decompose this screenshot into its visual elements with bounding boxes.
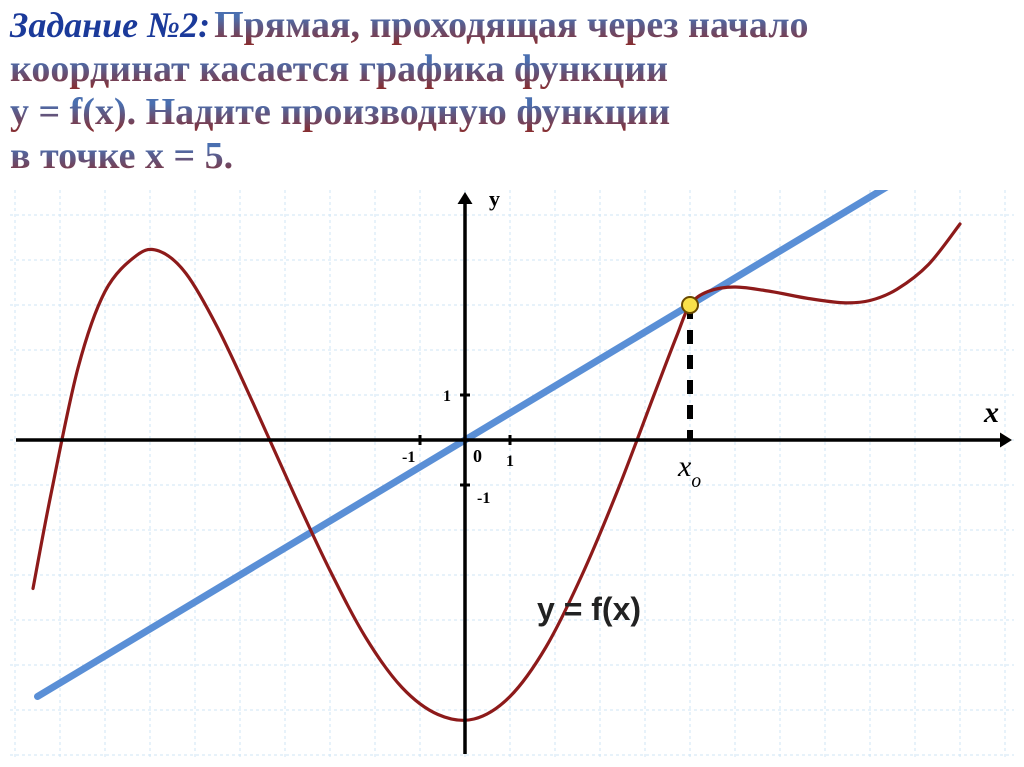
tangent-line bbox=[38, 190, 947, 697]
y-axis-label: y bbox=[489, 190, 500, 211]
svg-text:-1: -1 bbox=[402, 449, 415, 466]
origin-label: 0 bbox=[473, 446, 482, 466]
svg-text:1: 1 bbox=[506, 453, 514, 470]
x-axis-label: x bbox=[983, 396, 999, 429]
tangent-point bbox=[682, 297, 698, 313]
task-label: Задание №2: bbox=[10, 5, 210, 45]
svg-text:-1: -1 bbox=[477, 490, 490, 507]
function-label: y = f(x) bbox=[537, 591, 641, 627]
function-curve bbox=[33, 224, 960, 720]
task-title: Задание №2: Прямая, проходящая через нач… bbox=[0, 4, 1024, 179]
math-chart: yx0-11-11xoy = f(x) bbox=[10, 190, 1014, 760]
svg-text:1: 1 bbox=[443, 388, 451, 405]
